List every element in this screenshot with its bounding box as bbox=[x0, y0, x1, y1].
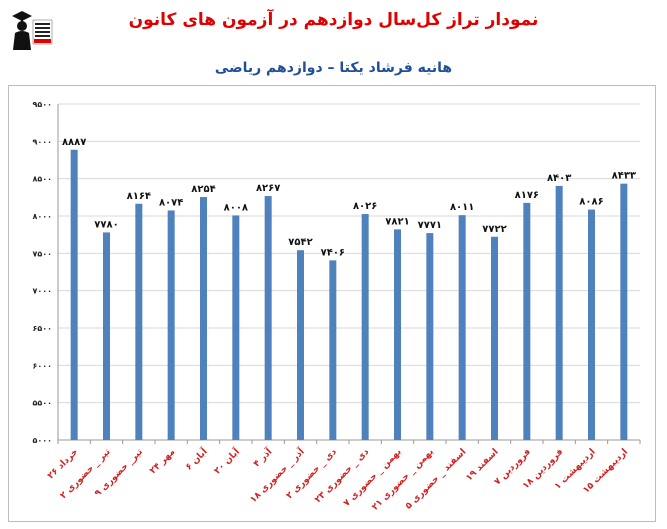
y-tick-label: ۸۰۰۰ bbox=[32, 212, 52, 221]
bar bbox=[232, 215, 240, 440]
bar bbox=[200, 197, 207, 440]
x-tick-label: ۵ اسفند _ حضوری bbox=[404, 447, 468, 511]
y-tick-label: ۹۰۰۰ bbox=[32, 137, 52, 146]
data-label: ۷۷۲۲ bbox=[482, 224, 506, 235]
x-tick-label: ۶ آبان bbox=[183, 445, 211, 473]
x-tick-label: ۲۰ آبان bbox=[211, 445, 243, 477]
bar bbox=[523, 202, 531, 440]
x-tick-label: ۴ آذر bbox=[251, 445, 275, 469]
bar bbox=[620, 183, 628, 441]
bar bbox=[264, 196, 272, 440]
data-label: ۸۰۱۱ bbox=[450, 202, 474, 213]
graduate-logo-icon bbox=[8, 6, 54, 54]
bar bbox=[167, 210, 175, 440]
bar bbox=[103, 232, 110, 440]
bar bbox=[458, 215, 466, 440]
x-tick-label: ۷ بهمن _ حضوری bbox=[342, 447, 404, 509]
chart-subtitle: هانیه فرشاد یکتا – دوازدهم ریاضی bbox=[214, 60, 453, 76]
bar bbox=[135, 203, 143, 440]
data-label: ۸۸۸۷ bbox=[62, 137, 86, 148]
y-tick-label: ۸۵۰۰ bbox=[32, 175, 52, 184]
bar bbox=[588, 209, 595, 440]
bar bbox=[491, 236, 498, 440]
data-label: ۸۱۷۶ bbox=[515, 190, 539, 201]
y-tick-label: ۶۵۰۰ bbox=[32, 324, 52, 333]
data-label: ۷۴۰۶ bbox=[321, 247, 345, 258]
bar bbox=[70, 149, 78, 440]
data-label: ۸۴۳۳ bbox=[612, 171, 636, 182]
x-tick-label: ۲۴ مهر bbox=[148, 447, 177, 476]
data-label: ۷۸۲۱ bbox=[385, 216, 409, 227]
bar bbox=[297, 250, 304, 440]
data-label: ۷۷۸۰ bbox=[94, 219, 118, 230]
bar bbox=[555, 185, 563, 440]
bar bbox=[329, 260, 337, 440]
y-tick-label: ۵۵۰۰ bbox=[32, 399, 52, 408]
y-tick-label: ۹۵۰۰ bbox=[32, 100, 52, 109]
data-label: ۸۴۰۳ bbox=[547, 173, 571, 184]
bar bbox=[361, 214, 369, 440]
x-tick-label: ۱۸ آذر _ حضوری bbox=[247, 445, 307, 505]
data-label: ۷۵۴۲ bbox=[288, 237, 312, 248]
data-label: ۷۷۷۱ bbox=[418, 220, 442, 231]
chart-title: نمودار تراز کل‌سال دوازدهم در آزمون های … bbox=[128, 10, 539, 30]
y-tick-label: ۷۵۰۰ bbox=[32, 249, 52, 258]
data-label: ۸۰۲۶ bbox=[353, 201, 377, 212]
y-tick-label: ۵۰۰۰ bbox=[32, 436, 52, 445]
data-label: ۸۰۸۶ bbox=[579, 197, 603, 208]
data-label: ۸۰۷۴ bbox=[159, 197, 183, 208]
x-tick-label: ۲۳ دی _ حضوری bbox=[313, 447, 371, 505]
x-tick-label: ۲۱ بهمن _ حضوری bbox=[370, 447, 436, 513]
y-tick-label: ۷۰۰۰ bbox=[32, 287, 52, 296]
data-label: ۸۰۰۸ bbox=[224, 202, 248, 213]
chart-area bbox=[8, 85, 656, 522]
data-label: ۸۲۵۴ bbox=[191, 184, 215, 195]
y-tick-label: ۶۰۰۰ bbox=[32, 361, 52, 370]
bar bbox=[394, 229, 401, 440]
data-label: ۸۱۶۴ bbox=[127, 191, 151, 202]
data-label: ۸۲۶۷ bbox=[256, 183, 280, 194]
bar bbox=[426, 233, 434, 440]
